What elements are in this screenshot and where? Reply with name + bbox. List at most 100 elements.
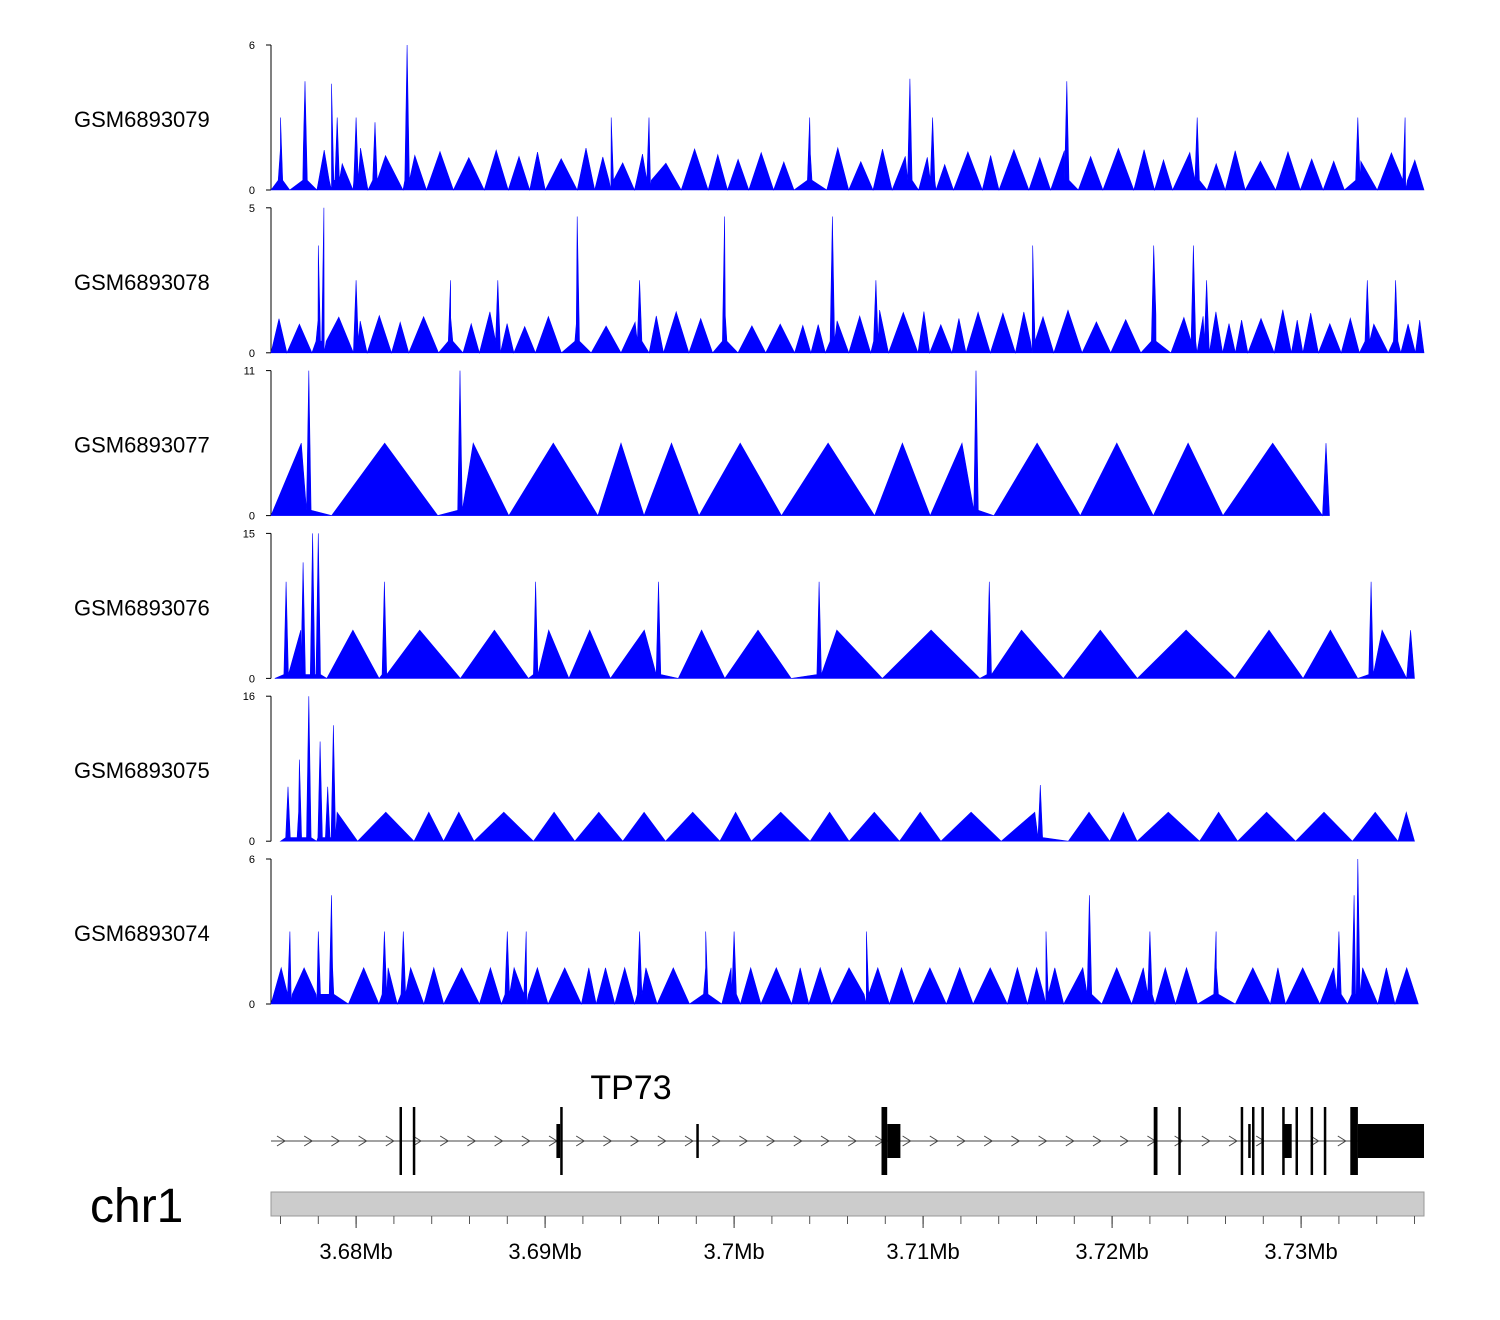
strand-arrow <box>766 1135 776 1147</box>
exon <box>560 1107 563 1175</box>
strand-arrow <box>303 1135 314 1147</box>
exon <box>1153 1107 1158 1175</box>
strand-arrow <box>385 1135 395 1147</box>
x-tick-label: 3.73Mb <box>1264 1239 1337 1264</box>
y-tick-label-min: 0 <box>249 348 255 360</box>
exon <box>887 1124 901 1158</box>
exon <box>1248 1124 1251 1158</box>
strand-arrow <box>1011 1135 1021 1147</box>
strand-arrow <box>983 1135 994 1147</box>
strand-arrow <box>575 1135 586 1147</box>
exon <box>1240 1107 1244 1175</box>
strand-arrow <box>276 1135 286 1147</box>
strand-arrow <box>1174 1135 1184 1147</box>
strand-arrow <box>820 1135 830 1147</box>
y-tick-label-max: 16 <box>243 691 255 703</box>
strand-arrow <box>331 1135 341 1147</box>
y-tick-label-min: 0 <box>249 185 255 197</box>
chromosome-ideogram <box>270 1191 1425 1217</box>
strand-arrow <box>929 1135 939 1147</box>
exon <box>1178 1107 1181 1175</box>
strand-arrow <box>494 1135 504 1147</box>
exon <box>412 1107 416 1175</box>
strand-arrow <box>711 1135 722 1147</box>
gene-label: TP73 <box>590 1069 671 1107</box>
y-tick-label-min: 0 <box>249 511 255 523</box>
strand-arrow <box>630 1135 640 1147</box>
exon <box>556 1124 561 1158</box>
signal-area <box>270 370 1330 517</box>
exon <box>1350 1107 1358 1175</box>
strand-arrow <box>1337 1135 1347 1147</box>
track-GSM6893076: GSM6893076 15 0 <box>74 528 1415 685</box>
strand-arrow <box>603 1135 613 1147</box>
exon <box>1282 1107 1285 1175</box>
chromosome-label: chr1 <box>90 1180 183 1233</box>
track-label: GSM6893078 <box>74 270 210 295</box>
signal-area <box>270 858 1419 1006</box>
track-label: GSM6893074 <box>74 921 210 946</box>
strand-arrow <box>521 1135 531 1147</box>
track-GSM6893079: GSM6893079 6 0 <box>74 40 1425 197</box>
strand-arrow <box>439 1135 450 1147</box>
exon <box>881 1107 888 1175</box>
exon <box>696 1124 699 1158</box>
signal-area <box>270 44 1425 192</box>
strand-arrow <box>902 1135 912 1147</box>
y-tick-label-min: 0 <box>249 836 255 848</box>
track-label: GSM6893076 <box>74 595 210 620</box>
track-GSM6893075: GSM6893075 16 0 <box>74 691 1415 848</box>
strand-arrow <box>739 1135 749 1147</box>
x-tick-label: 3.7Mb <box>704 1239 765 1264</box>
exon <box>1357 1124 1424 1158</box>
y-tick-label-max: 15 <box>243 528 255 540</box>
strand-arrow <box>657 1135 667 1147</box>
signal-area <box>270 207 1425 354</box>
x-tick-label: 3.68Mb <box>319 1239 392 1264</box>
chromosome-track: chr1 <box>90 1180 1425 1233</box>
y-tick-label-min: 0 <box>249 673 255 685</box>
x-tick-label: 3.71Mb <box>886 1239 959 1264</box>
strand-arrow <box>467 1135 477 1147</box>
exon <box>1284 1124 1292 1158</box>
track-GSM6893078: GSM6893078 5 0 <box>74 203 1425 360</box>
strand-arrow <box>1255 1135 1266 1147</box>
signal-area <box>274 533 1415 680</box>
strand-arrow <box>1310 1135 1320 1147</box>
strand-arrow <box>1038 1135 1048 1147</box>
y-tick-label-max: 5 <box>249 203 255 215</box>
strand-arrow <box>1201 1135 1211 1147</box>
strand-arrow <box>358 1135 368 1147</box>
x-tick-label: 3.72Mb <box>1075 1239 1148 1264</box>
strand-arrow <box>684 1135 694 1147</box>
y-tick-label-max: 6 <box>249 854 255 866</box>
track-label: GSM6893077 <box>74 433 210 458</box>
strand-arrow <box>956 1135 966 1147</box>
track-GSM6893077: GSM6893077 11 0 <box>74 366 1330 523</box>
gene-track: TP73 <box>271 1069 1424 1175</box>
y-tick-label-max: 11 <box>244 366 255 378</box>
exon <box>1295 1107 1298 1175</box>
strand-arrow <box>1092 1135 1102 1147</box>
y-tick-label-min: 0 <box>249 999 255 1011</box>
exon <box>1323 1107 1327 1175</box>
track-label: GSM6893075 <box>74 758 210 783</box>
strand-arrow <box>847 1135 858 1147</box>
track-GSM6893074: GSM6893074 6 0 <box>74 854 1419 1011</box>
strand-arrow <box>412 1135 422 1147</box>
exon <box>399 1107 402 1175</box>
y-tick-label-max: 6 <box>249 40 255 52</box>
x-tick-label: 3.69Mb <box>508 1239 581 1264</box>
signal-tracks: GSM689307960GSM689307850GSM6893077110GSM… <box>74 40 1425 1011</box>
strand-arrow <box>1228 1135 1238 1147</box>
genome-axis: 3.68Mb 3.69Mb 3.7Mb 3.71Mb 3.72Mb 3.73Mb <box>280 1216 1415 1264</box>
exon <box>1261 1107 1264 1175</box>
strand-arrow <box>793 1135 803 1147</box>
track-label: GSM6893079 <box>74 107 210 132</box>
exon <box>1252 1107 1255 1175</box>
strand-arrow <box>1065 1135 1075 1147</box>
strand-arrow <box>1119 1135 1130 1147</box>
exon <box>1310 1107 1314 1175</box>
signal-area <box>279 696 1415 842</box>
